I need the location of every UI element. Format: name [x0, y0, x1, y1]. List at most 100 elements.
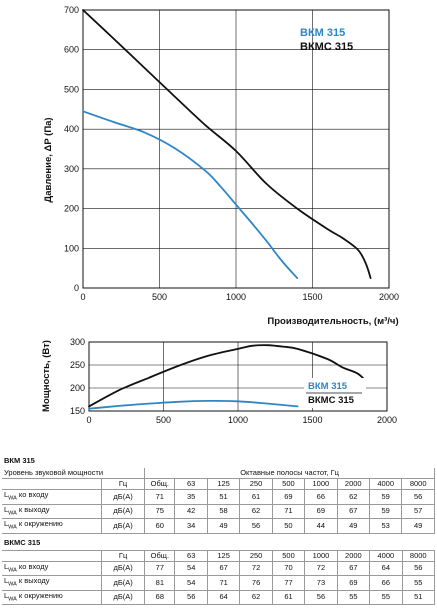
table-cell: 64 [206, 589, 241, 605]
x-tick-label: 0 [80, 292, 85, 302]
table-cell: 54 [174, 575, 208, 591]
table-subtitle-right: Октавные полосы частот, Гц [144, 468, 435, 479]
table-cell: 72 [239, 560, 273, 576]
x-tick-label: 1000 [226, 292, 246, 302]
header-cell: 125 [206, 478, 241, 490]
table-cell: 64 [369, 560, 403, 576]
header-cell: Общ. [144, 549, 176, 562]
x-tick-label: 500 [156, 415, 171, 425]
acoustic-table-vkm: Уровень звуковой мощности Октавные полос… [2, 468, 435, 534]
header-cell: 8000 [401, 549, 436, 562]
row-label: LWA к выходу [2, 575, 102, 591]
y-axis-title: Давление, ΔP (Па) [43, 117, 54, 202]
row-unit: дБ(А) [100, 518, 146, 534]
table-cell: 69 [336, 575, 371, 591]
header-cell: 500 [271, 478, 306, 490]
row-unit: дБ(А) [100, 503, 146, 519]
table-cell: 71 [206, 575, 241, 591]
header-cell: Гц [100, 478, 146, 490]
table-cell: 49 [336, 518, 370, 534]
y-tick-label: 200 [70, 383, 85, 393]
header-cell: 1000 [304, 549, 338, 562]
table-subtitle-left: Уровень звуковой мощности [2, 468, 146, 479]
x-tick-label: 500 [152, 292, 167, 302]
x-axis-title: Производительность, (м³/ч) [267, 316, 398, 327]
row-unit: дБ(А) [100, 589, 146, 605]
header-cell: 250 [239, 478, 273, 490]
table-cell: 77 [144, 560, 176, 576]
table-title-vkm: ВКМ 315 [4, 456, 35, 465]
header-cell: 4000 [369, 549, 403, 562]
series-line-0 [82, 110, 299, 279]
table-cell: 67 [206, 560, 241, 576]
y-tick-label: 600 [64, 45, 79, 55]
table-cell: 56 [304, 589, 338, 605]
table-row: LWA ко входу дБ(А) 77 54 67 72 70 72 67 64 56 [2, 560, 436, 576]
table-cell: 59 [368, 503, 403, 519]
header-cell: 2000 [336, 478, 370, 490]
table-cell: 72 [304, 560, 338, 576]
table-row: LWA к окружению дБ(А) 60 34 49 56 50 44 49 53 49 [2, 518, 435, 534]
table-header-row: Гц Общ. 63 125 250 500 1000 2000 4000 80… [2, 478, 435, 490]
row-unit: дБ(А) [100, 560, 146, 576]
header-cell: 63 [174, 549, 208, 562]
table-cell: 56 [174, 589, 208, 605]
table-cell: 81 [144, 575, 176, 591]
table-cell: 62 [239, 503, 273, 519]
table-cell: 66 [369, 575, 403, 591]
table-cell: 73 [304, 575, 338, 591]
y-tick-label: 200 [64, 204, 79, 214]
table-cell: 50 [271, 518, 306, 534]
table-cell: 42 [174, 503, 208, 519]
table-cell: 55 [401, 575, 436, 591]
table-cell: 71 [271, 503, 306, 519]
table-cell: 67 [336, 560, 371, 576]
y-tick-label: 150 [70, 406, 85, 416]
table-cell: 66 [304, 489, 338, 505]
acoustic-tables: ВКМ 315 Уровень звуковой мощности Октавн… [0, 456, 437, 609]
y-tick-label: 100 [64, 243, 79, 253]
y-tick-label: 700 [64, 5, 79, 15]
header-cell: Гц [100, 549, 146, 562]
table-row: LWA к выходу дБ(А) 75 42 58 62 71 69 67 59 57 [2, 503, 435, 519]
table-cell: 69 [271, 489, 306, 505]
table-cell: 54 [174, 560, 208, 576]
header-cell: 2000 [336, 549, 371, 562]
table-header-row: Гц Общ. 63 125 250 500 1000 2000 4000 80… [2, 549, 436, 562]
legend2-vkm: ВКМ 315 [308, 381, 348, 392]
header-cell: Общ. [144, 478, 176, 490]
x-tick-label: 2000 [379, 292, 399, 302]
legend-vkmc: ВКМС 315 [300, 41, 353, 53]
table-cell: 61 [271, 589, 306, 605]
table-cell: 55 [336, 589, 371, 605]
table-cell: 44 [304, 518, 338, 534]
row-label: LWA ко входу [2, 489, 102, 505]
table-cell: 62 [336, 489, 370, 505]
table-cell: 55 [369, 589, 403, 605]
table-cell: 56 [239, 518, 273, 534]
table-cell: 75 [144, 503, 176, 519]
header-cell: 63 [174, 478, 208, 490]
table-cell: 70 [271, 560, 306, 576]
table-title-vkmc: ВКМС 315 [4, 537, 41, 547]
header-cell: 125 [206, 549, 241, 562]
table-cell: 51 [401, 589, 436, 605]
table-cell: 71 [144, 489, 176, 505]
y-axis-title-2: Мощность, (Вт) [41, 340, 52, 412]
table-cell: 57 [401, 503, 435, 519]
y-tick-label: 400 [64, 124, 79, 134]
table-cell: 56 [401, 489, 435, 505]
table-cell: 53 [368, 518, 403, 534]
y-tick-label: 300 [64, 164, 79, 174]
legend2-vkmc: ВКМС 315 [308, 395, 355, 406]
table-cell: 56 [401, 560, 436, 576]
row-label: LWA к окружению [2, 589, 102, 605]
table-cell: 51 [206, 489, 241, 505]
table-cell: 76 [239, 575, 273, 591]
row-label: LWA к выходу [2, 503, 102, 519]
x-tick-label: 1500 [302, 292, 322, 302]
row-unit: дБ(А) [100, 489, 146, 505]
acoustic-table-vkmc: Гц Общ. 63 125 250 500 1000 2000 4000 80… [2, 549, 436, 606]
table-cell: 60 [144, 518, 176, 534]
table-cell: 67 [336, 503, 370, 519]
